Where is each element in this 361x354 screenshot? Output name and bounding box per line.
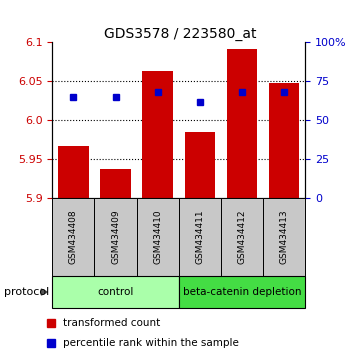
Text: GSM434412: GSM434412 bbox=[238, 210, 246, 264]
Bar bbox=[143, 71, 173, 198]
Text: protocol: protocol bbox=[4, 287, 49, 297]
Text: transformed count: transformed count bbox=[63, 318, 160, 328]
Bar bbox=[52, 198, 95, 276]
Text: control: control bbox=[97, 287, 134, 297]
Bar bbox=[52, 276, 179, 308]
Bar bbox=[221, 198, 263, 276]
Text: beta-catenin depletion: beta-catenin depletion bbox=[183, 287, 301, 297]
Bar bbox=[263, 198, 305, 276]
Bar bbox=[179, 198, 221, 276]
Bar bbox=[100, 170, 131, 198]
Bar bbox=[179, 276, 305, 308]
Bar bbox=[227, 49, 257, 198]
Text: GDS3578 / 223580_at: GDS3578 / 223580_at bbox=[104, 27, 257, 41]
Bar bbox=[136, 198, 179, 276]
Bar bbox=[95, 198, 136, 276]
Text: percentile rank within the sample: percentile rank within the sample bbox=[63, 338, 239, 348]
Text: GSM434408: GSM434408 bbox=[69, 210, 78, 264]
Text: GSM434413: GSM434413 bbox=[279, 210, 288, 264]
Text: GSM434410: GSM434410 bbox=[153, 210, 162, 264]
Bar bbox=[269, 83, 299, 198]
Text: GSM434409: GSM434409 bbox=[111, 210, 120, 264]
Text: GSM434411: GSM434411 bbox=[195, 210, 204, 264]
Bar bbox=[184, 132, 215, 198]
Bar bbox=[58, 146, 88, 198]
